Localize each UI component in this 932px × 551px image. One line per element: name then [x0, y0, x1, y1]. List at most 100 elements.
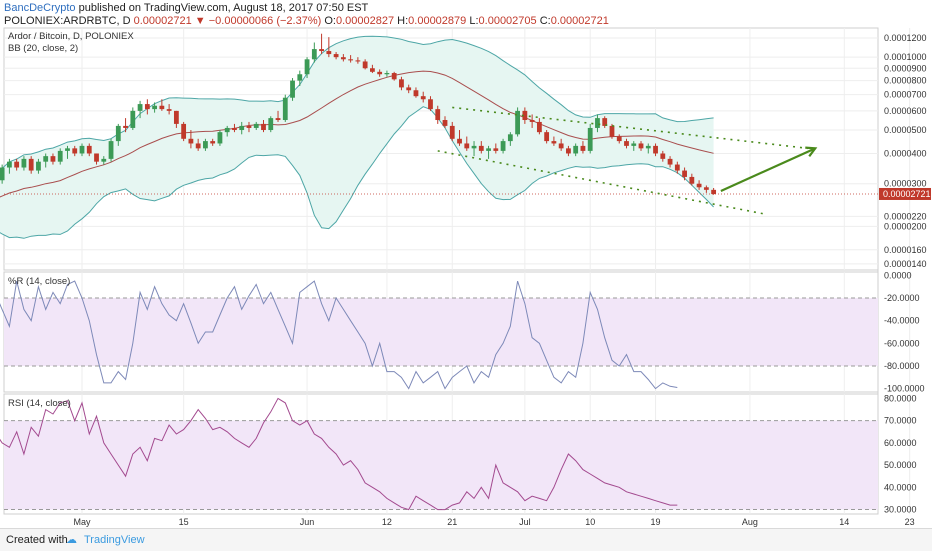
candle-body: [478, 145, 484, 151]
candle-body: [65, 148, 70, 151]
candle-body: [428, 99, 433, 110]
candle-body: [0, 167, 5, 181]
williams-r-y-tick-label: -60.0000: [884, 338, 920, 348]
symbol-header: POLONIEX:ARDRBTC, D 0.00002721 ▼ −0.0000…: [4, 15, 609, 27]
candle-body: [7, 161, 12, 168]
bollinger-basis: [0, 70, 714, 198]
high-value: 0.00002879: [408, 15, 467, 27]
candle-body: [217, 132, 223, 144]
author-link[interactable]: BancDeCrypto: [4, 2, 76, 14]
y-tick-label: 0.0001000: [884, 52, 927, 62]
candle-body: [86, 145, 92, 154]
candle-body: [115, 125, 121, 142]
candle-body: [348, 59, 354, 61]
candle-body: [28, 158, 34, 171]
x-tick-label: 23: [905, 517, 915, 527]
candle-body: [224, 127, 230, 133]
rsi-y-tick-label: 40.0000: [884, 482, 917, 492]
candle-body: [57, 150, 63, 162]
created-with-text: Created with: [6, 534, 68, 546]
candle-body: [326, 51, 332, 55]
candle-body: [362, 61, 368, 69]
candle-body: [653, 145, 658, 154]
x-tick-label: May: [73, 517, 91, 527]
x-tick-label: 14: [839, 517, 849, 527]
x-tick-label: 15: [179, 517, 189, 527]
candle-body: [261, 123, 266, 131]
last-price: 0.00002721: [133, 15, 192, 27]
x-tick-label: Jul: [519, 517, 531, 527]
candle-body: [152, 105, 157, 110]
candle-body: [464, 143, 470, 149]
candle-body: [624, 141, 629, 146]
candle-body: [137, 104, 143, 111]
publish-header: BancDeCrypto published on TradingView.co…: [4, 2, 368, 14]
candle-body: [616, 136, 622, 142]
candle-body: [674, 164, 680, 171]
close-label: C:: [539, 15, 551, 27]
candle-body: [515, 110, 520, 135]
last-price-tag-label: 0.00002721: [883, 189, 931, 199]
candle-body: [370, 68, 375, 72]
candle-body: [602, 118, 608, 126]
candle-body: [311, 49, 317, 60]
candle-body: [173, 110, 179, 124]
williams-r-title: %R (14, close): [8, 276, 70, 287]
y-tick-label: 0.0000200: [884, 221, 927, 231]
y-tick-label: 0.0000800: [884, 76, 927, 86]
x-tick-label: 19: [651, 517, 661, 527]
rsi-title: RSI (14, close): [8, 398, 71, 409]
candle-body: [253, 123, 259, 128]
rsi-y-tick-label: 50.0000: [884, 460, 917, 470]
williams-r-y-tick-label: -100.0000: [884, 384, 925, 394]
candle-body: [144, 104, 150, 110]
candle-body: [123, 125, 128, 128]
chart-canvas[interactable]: 9May15Jun1221Jul1019Aug1423Sep0.00012000…: [0, 0, 932, 528]
rsi-y-tick-label: 70.0000: [884, 416, 917, 426]
bollinger-upper-band: [0, 35, 714, 172]
tradingview-brand[interactable]: TradingView: [84, 534, 145, 546]
candle-body: [682, 170, 687, 177]
tradingview-cloud-icon: ☁: [66, 534, 77, 546]
candle-body: [573, 145, 579, 154]
y-tick-label: 0.0000700: [884, 90, 927, 100]
candle-body: [406, 87, 412, 91]
candle-body: [210, 141, 216, 144]
candle-body: [340, 57, 346, 60]
candle-body: [268, 118, 274, 131]
y-tick-label: 0.0000220: [884, 211, 927, 221]
candle-body: [391, 73, 397, 80]
target-arrow: [720, 147, 816, 192]
candle-body: [587, 127, 593, 151]
low-label: L:: [469, 15, 479, 27]
published-text: published on TradingView.com, August 18,…: [75, 2, 369, 14]
x-tick-label: Jun: [300, 517, 315, 527]
candle-body: [566, 148, 571, 154]
main-pane-title: Ardor / Bitcoin, D, POLONIEX: [8, 31, 134, 42]
x-tick-label: Aug: [742, 517, 758, 527]
candle-body: [282, 97, 288, 121]
candle-body: [544, 132, 550, 142]
rsi-y-tick-label: 60.0000: [884, 438, 917, 448]
candle-body: [203, 141, 208, 149]
candle-body: [166, 109, 172, 111]
candle-body: [449, 125, 455, 139]
bollinger-lower-band: [0, 106, 714, 239]
candle-body: [36, 161, 41, 171]
candle-body: [486, 148, 491, 151]
candle-body: [696, 183, 702, 188]
candle-body: [529, 120, 535, 122]
symbol-name: POLONIEX:ARDRBTC, D: [4, 15, 131, 27]
candle-body: [711, 189, 717, 195]
candle-body: [79, 145, 85, 154]
candle-body: [442, 120, 448, 126]
y-tick-label: 0.0000400: [884, 148, 927, 158]
candle-body: [232, 127, 237, 131]
candle-body: [493, 148, 499, 151]
candle-body: [645, 145, 651, 149]
candle-body: [195, 143, 201, 149]
candle-body: [21, 158, 27, 168]
candle-body: [609, 125, 615, 137]
y-tick-label: 0.0000160: [884, 245, 927, 255]
candle-body: [667, 158, 673, 165]
